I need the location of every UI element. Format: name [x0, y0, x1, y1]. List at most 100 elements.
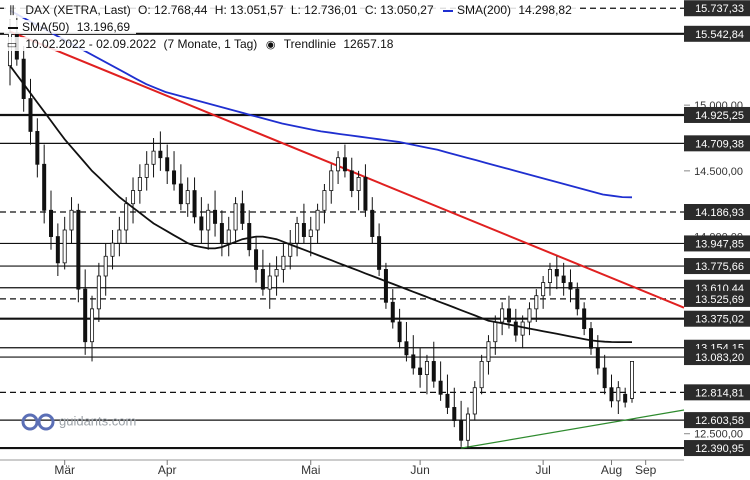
level-badge [684, 384, 750, 401]
candle-body [301, 223, 306, 237]
candle [69, 197, 74, 244]
candle-body [260, 269, 265, 290]
candle-body [213, 209, 218, 224]
candle-body [178, 183, 183, 205]
candle-body [588, 328, 593, 349]
level-label: 12.390,95 [695, 443, 744, 455]
candle [131, 177, 136, 224]
trendline-label: Trendlinie [283, 37, 337, 51]
x-tick-label: Mai [301, 463, 320, 477]
candle [233, 197, 238, 244]
level-label: 15.737,33 [695, 3, 744, 15]
level-badge [684, 290, 750, 307]
candle [267, 262, 272, 309]
candle-body [500, 308, 505, 323]
candle [534, 289, 539, 322]
candle [96, 262, 101, 322]
candle-body [172, 170, 177, 185]
candle [506, 295, 511, 329]
candle-body [561, 275, 566, 283]
candle [370, 197, 375, 244]
candle-body [151, 150, 156, 165]
period-length: (7 Monate, 1 Tag) [163, 37, 258, 51]
candle-body [21, 58, 26, 99]
candle [274, 256, 279, 296]
legend-row-1: ⫼ DAX (XETRA, Last) O: 12.768,44 H: 13.0… [4, 3, 578, 18]
candle-body [329, 170, 334, 191]
trendline-value: 12657.18 [343, 37, 394, 51]
x-tick-label: Aug [601, 463, 622, 477]
candle-body [165, 157, 170, 172]
candle [561, 262, 566, 296]
candle [42, 144, 47, 224]
candle [28, 78, 33, 145]
candle [411, 335, 416, 375]
candle [219, 210, 224, 257]
candle [83, 269, 88, 355]
candle-icon: ⫼ [9, 5, 15, 17]
level-badge [684, 349, 750, 366]
candle [582, 302, 587, 336]
x-tick-label: Sep [635, 463, 657, 477]
candle [349, 157, 354, 198]
candle [254, 236, 259, 283]
moving-averages [9, 9, 633, 344]
candle [185, 177, 190, 217]
candle [247, 210, 252, 257]
candle [459, 400, 464, 447]
candle [630, 360, 635, 403]
candle [62, 216, 67, 270]
candle [21, 46, 26, 112]
candle [151, 138, 156, 178]
level-badge [684, 258, 750, 275]
candle-body [219, 223, 224, 244]
candle-body [90, 308, 95, 343]
candle [206, 203, 211, 250]
candle [547, 262, 552, 296]
candle [445, 374, 450, 414]
candle [295, 216, 300, 257]
candlesticks [7, 13, 635, 449]
candle-body [342, 157, 347, 172]
ohlc-high: H: 13.051,57 [214, 3, 284, 17]
candle [178, 164, 183, 211]
candle [616, 381, 621, 414]
candle [390, 289, 395, 329]
candle-body [431, 361, 436, 382]
candle [158, 131, 163, 171]
candle-body [356, 177, 361, 191]
level-label: 15.542,84 [695, 29, 744, 41]
candle-body [62, 229, 67, 264]
candle [377, 223, 382, 276]
candle-body [493, 321, 498, 343]
candle-body [192, 190, 197, 218]
candle [609, 374, 614, 408]
candle-body [69, 209, 74, 231]
level-label: 13.525,69 [695, 294, 744, 306]
y-tick-label: 14.500,00 [694, 166, 743, 178]
candle-body [103, 255, 108, 277]
candle [336, 151, 341, 184]
candle-body [575, 288, 580, 310]
candle-body [137, 177, 142, 191]
sma50-line [9, 65, 632, 344]
candle-body [124, 203, 129, 231]
candle-body [76, 209, 81, 290]
candle [240, 190, 245, 230]
candle-body [411, 354, 416, 369]
candle-body [117, 229, 122, 244]
candle [90, 295, 95, 362]
level-label: 14.186,93 [695, 207, 744, 219]
candle [404, 322, 409, 362]
level-badge [684, 412, 750, 429]
candle-body [226, 229, 231, 244]
sma50-label: SMA(50) [22, 20, 70, 34]
candle-body [370, 209, 375, 237]
instrument-name: DAX (XETRA, Last) [25, 3, 131, 17]
candle-body [185, 190, 190, 205]
watermark-text: guidants.com [59, 413, 137, 429]
trendline-icon: ◉ [265, 39, 276, 51]
candle [35, 118, 40, 178]
candle-body [541, 282, 546, 297]
